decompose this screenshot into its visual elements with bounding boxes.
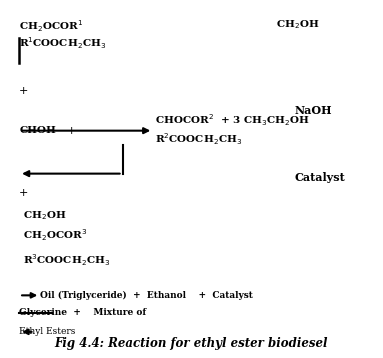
Text: CH$_2$OCOR$^3$: CH$_2$OCOR$^3$ <box>23 227 87 243</box>
Text: R$^3$COOCH$_2$CH$_3$: R$^3$COOCH$_2$CH$_3$ <box>23 252 110 268</box>
Text: Oil (Triglyceride)  +  Ethanol    +  Catalyst: Oil (Triglyceride) + Ethanol + Catalyst <box>40 291 253 300</box>
Text: Catalyst: Catalyst <box>295 172 346 183</box>
Text: R$^2$COOCH$_2$CH$_3$: R$^2$COOCH$_2$CH$_3$ <box>155 132 242 147</box>
Text: Fig 4.4: Reaction for ethyl ester biodiesel: Fig 4.4: Reaction for ethyl ester biodie… <box>55 337 328 350</box>
Text: CHOCOR$^2$  + 3 CH$_3$CH$_2$OH: CHOCOR$^2$ + 3 CH$_3$CH$_2$OH <box>155 112 310 128</box>
Text: Ethyl Esters: Ethyl Esters <box>19 327 75 337</box>
Text: CHOH: CHOH <box>19 126 56 135</box>
Text: CH$_2$OCOR$^1$: CH$_2$OCOR$^1$ <box>19 18 83 34</box>
Text: CH$_2$OH: CH$_2$OH <box>276 18 319 31</box>
Text: +: + <box>67 126 76 136</box>
Text: CH$_2$OH: CH$_2$OH <box>23 209 66 222</box>
Text: +: + <box>19 86 28 96</box>
Text: NaOH: NaOH <box>295 106 332 116</box>
Text: R$^1$COOCH$_2$CH$_3$: R$^1$COOCH$_2$CH$_3$ <box>19 36 106 52</box>
Text: +: + <box>19 188 28 198</box>
Text: Glycerine  +    Mixture of: Glycerine + Mixture of <box>19 308 146 317</box>
